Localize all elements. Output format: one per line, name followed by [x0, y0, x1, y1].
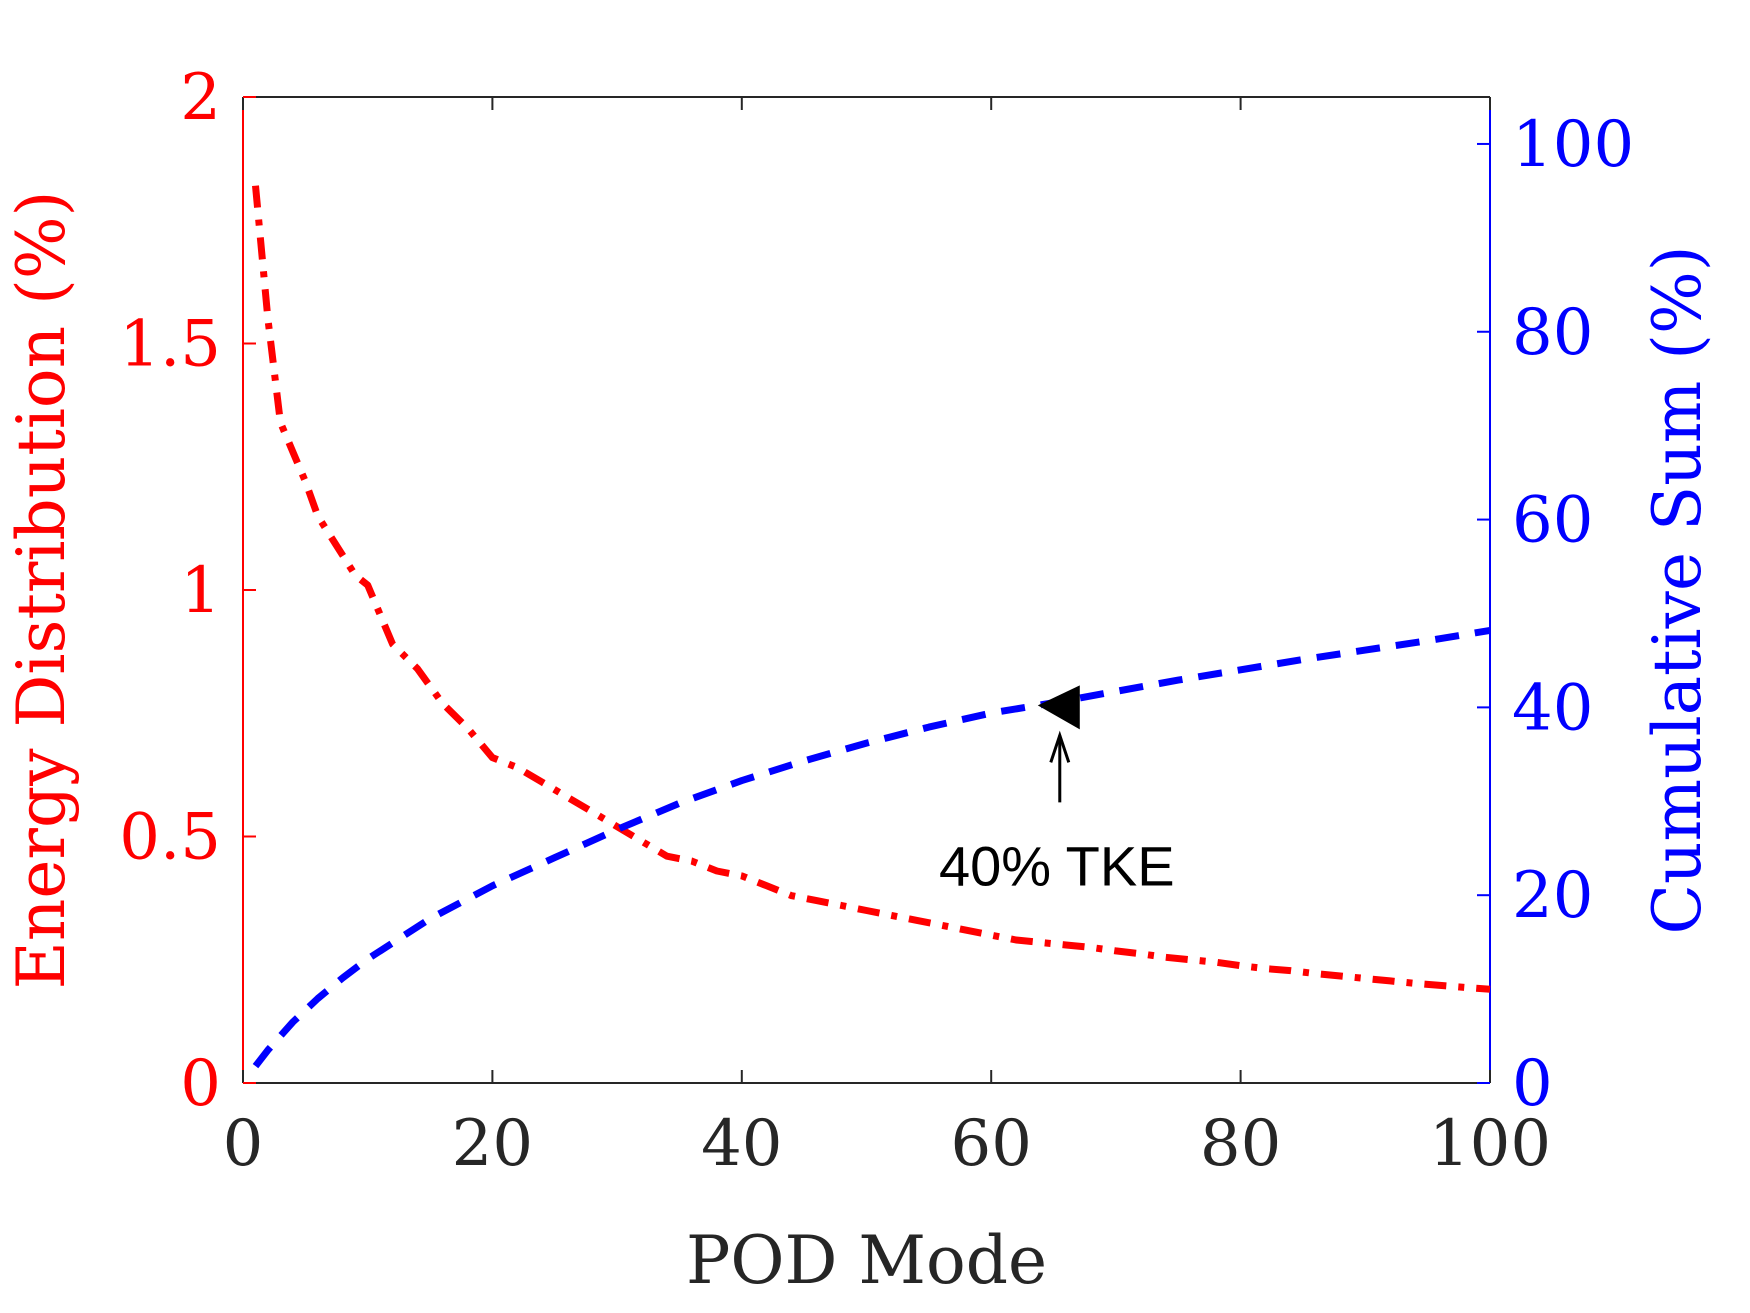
- series-layer: [252, 185, 1491, 1069]
- annotation-text: 40% TKE: [939, 834, 1175, 897]
- right-tick-label: 0: [1512, 1047, 1553, 1121]
- right-axis-label: Cumulative Sum (%): [1639, 245, 1716, 934]
- x-tick-label: 0: [223, 1107, 264, 1181]
- x-tick-label: 20: [452, 1107, 533, 1181]
- right-tick-label: 100: [1512, 108, 1634, 182]
- x-tick-label: 80: [1200, 1107, 1281, 1181]
- cumulative-sum-line: [252, 626, 1491, 1069]
- annotation-layer: 40% TKE: [939, 685, 1175, 897]
- annotation-marker: [1037, 685, 1080, 730]
- x-tick-label: 60: [950, 1107, 1031, 1181]
- x-axis-label: POD Mode: [686, 1222, 1047, 1299]
- x-tick-label: 100: [1429, 1107, 1551, 1181]
- left-tick-label: 1.5: [119, 308, 221, 382]
- left-tick-label: 2: [180, 61, 221, 135]
- left-tick-label: 1: [180, 554, 221, 628]
- left-axis-label: Energy Distribution (%): [3, 191, 80, 990]
- right-tick-label: 20: [1512, 859, 1593, 933]
- right-tick-label: 40: [1512, 671, 1593, 745]
- energy-distribution-line: [252, 185, 1491, 993]
- left-tick-label: 0: [180, 1047, 221, 1121]
- right-tick-label: 80: [1512, 296, 1593, 370]
- annotation-arrow-head: [1049, 730, 1071, 763]
- x-tick-label: 40: [701, 1107, 782, 1181]
- left-tick-label: 0.5: [119, 801, 221, 875]
- right-tick-label: 60: [1512, 484, 1593, 558]
